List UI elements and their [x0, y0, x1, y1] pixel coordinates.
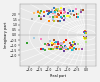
X-axis label: Real part: Real part: [50, 74, 66, 78]
Y-axis label: Imaginary part: Imaginary part: [4, 22, 8, 48]
